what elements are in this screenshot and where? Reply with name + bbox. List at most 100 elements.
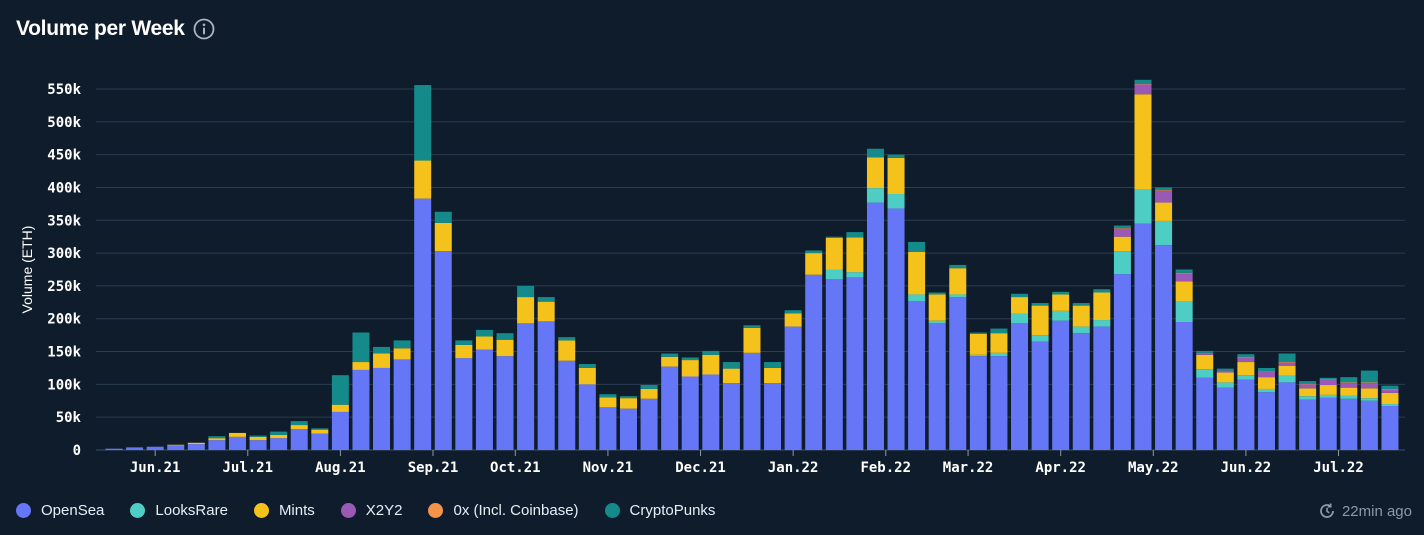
bar-segment	[208, 438, 226, 441]
x-tick-label: Jan.22	[768, 460, 819, 476]
bar-segment	[352, 362, 370, 370]
bar-segment	[887, 154, 905, 158]
legend-swatch	[428, 503, 444, 518]
bar-segment	[331, 411, 349, 450]
bar-stack	[414, 85, 432, 450]
bar-segment	[1319, 377, 1337, 380]
bar-segment	[1175, 322, 1193, 450]
bar-segment	[1196, 369, 1214, 378]
bar-segment	[1113, 236, 1131, 252]
bar-segment	[1319, 379, 1337, 380]
bar-segment	[1278, 375, 1296, 383]
bar-segment	[1257, 388, 1275, 393]
bar-segment	[1299, 396, 1317, 400]
bar-stack	[208, 436, 226, 450]
bar-segment	[373, 346, 391, 354]
bar-segment	[558, 340, 576, 361]
bar-segment	[1134, 79, 1152, 84]
legend-item[interactable]: CryptoPunks	[604, 502, 716, 519]
bar-stack	[887, 154, 905, 450]
bar-segment	[743, 352, 761, 450]
bar-segment	[949, 268, 967, 295]
bar-segment	[1319, 397, 1337, 450]
bar-segment	[846, 272, 864, 278]
bar-stack	[126, 447, 144, 450]
refresh-clock-icon	[1320, 503, 1334, 518]
bar-segment	[1278, 382, 1296, 450]
bar-segment	[434, 222, 452, 252]
bar-segment	[661, 356, 679, 367]
bar-segment	[825, 236, 843, 238]
bar-stack	[743, 325, 761, 450]
bar-segment	[702, 350, 720, 355]
x-tick-label: Jun.21	[130, 460, 181, 476]
bar-stack	[1216, 368, 1234, 450]
bar-segment	[331, 404, 349, 412]
bar-segment	[1216, 382, 1234, 388]
bar-segment	[1237, 357, 1255, 363]
bar-segment	[1237, 354, 1255, 357]
bar-segment	[331, 375, 349, 405]
legend-item[interactable]: X2Y2	[340, 502, 402, 519]
bar-segment	[969, 354, 987, 357]
bar-stack	[1381, 385, 1399, 450]
bar-segment	[1175, 301, 1193, 323]
bar-segment	[640, 385, 658, 389]
bar-segment	[1134, 84, 1152, 95]
bar-stack	[1278, 353, 1296, 450]
bar-segment	[702, 374, 720, 450]
bar-stack	[866, 148, 884, 450]
bar-segment	[187, 442, 205, 445]
bar-stack	[949, 264, 967, 450]
bar-segment	[805, 250, 823, 254]
y-tick-label: 550k	[47, 82, 81, 98]
bar-segment	[1381, 389, 1399, 393]
bar-segment	[228, 436, 246, 450]
x-tick-label: Jul.22	[1313, 460, 1364, 476]
bar-segment	[311, 428, 329, 430]
bar-segment	[1278, 362, 1296, 366]
bar-segment	[434, 251, 452, 450]
bar-segment	[1155, 245, 1173, 450]
chart-header: Volume per Week	[16, 17, 215, 41]
bar-segment	[1031, 305, 1049, 336]
legend-item[interactable]: 0x (Incl. Coinbase)	[428, 502, 579, 519]
bar-stack	[187, 442, 205, 450]
bar-stack	[1052, 291, 1070, 450]
bar-stack	[1072, 302, 1090, 450]
legend-label: CryptoPunks	[629, 502, 716, 519]
info-circle-icon[interactable]	[193, 18, 215, 40]
bar-segment	[1175, 272, 1193, 274]
bar-stack	[373, 346, 391, 450]
bar-segment	[1299, 384, 1317, 389]
y-tick-label: 300k	[47, 246, 81, 262]
legend-item[interactable]: OpenSea	[16, 502, 104, 519]
bar-segment	[290, 428, 308, 450]
bar-stack	[1340, 377, 1358, 450]
y-tick-label: 200k	[47, 312, 81, 328]
bar-stack	[311, 428, 329, 450]
bar-segment	[1052, 310, 1070, 321]
bar-stack	[455, 340, 473, 450]
last-updated[interactable]: 22min ago	[1318, 502, 1412, 520]
bar-stack	[928, 292, 946, 450]
bar-stack	[764, 362, 782, 450]
bar-segment	[1257, 367, 1275, 372]
bar-segment	[681, 376, 699, 450]
bar-segment	[743, 327, 761, 353]
bar-segment	[1155, 190, 1173, 203]
bar-segment	[146, 446, 164, 450]
legend-item[interactable]: Mints	[253, 502, 315, 519]
legend-item[interactable]: LooksRare	[130, 502, 228, 519]
chart-legend: OpenSea LooksRare Mints X2Y2 0x (Incl. Coinb…	[16, 502, 741, 519]
bar-segment	[1134, 94, 1152, 190]
x-tick-label: Sep.21	[408, 460, 459, 476]
bar-segment	[1360, 400, 1378, 450]
bar-segment	[928, 292, 946, 295]
bar-segment	[455, 358, 473, 450]
bar-segment	[1340, 377, 1358, 383]
bar-stack	[1257, 367, 1275, 450]
bar-stack	[352, 332, 370, 450]
bar-segment	[537, 321, 555, 450]
bar-segment	[825, 237, 843, 270]
